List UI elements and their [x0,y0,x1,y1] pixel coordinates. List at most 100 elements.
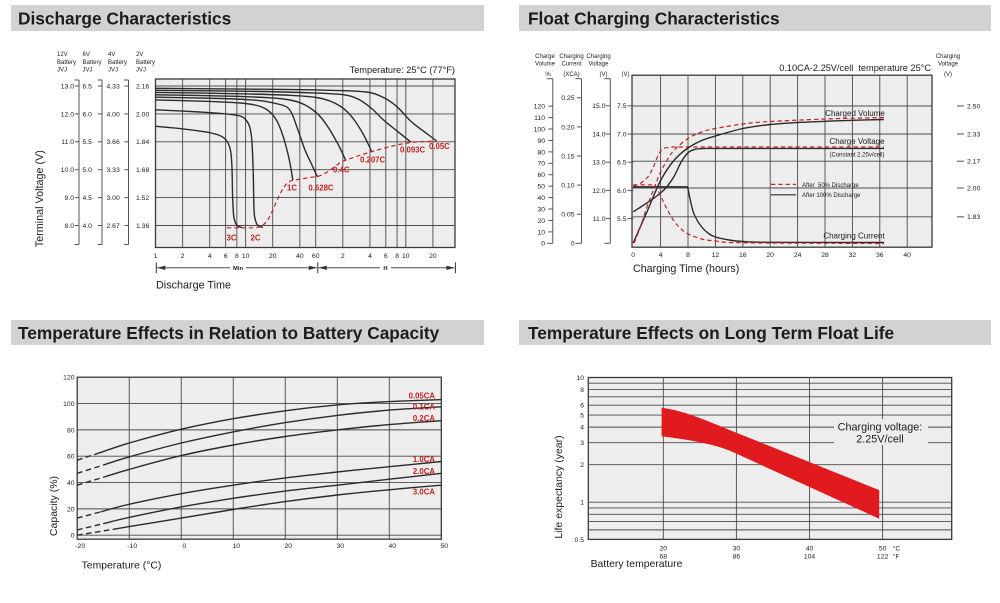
svg-text:0.10: 0.10 [561,183,574,190]
svg-text:122: 122 [877,553,889,560]
svg-text:3.33: 3.33 [107,167,120,174]
svg-text:Battery temperature: Battery temperature [591,559,683,570]
svg-text:1.0CA: 1.0CA [413,455,435,464]
svg-text:40: 40 [903,252,911,259]
svg-text:Charge Voltage: Charge Voltage [829,137,885,146]
svg-text:90: 90 [537,138,545,145]
svg-text:4V: 4V [108,52,115,58]
svg-text:0.5: 0.5 [575,537,585,544]
svg-text:1.52: 1.52 [136,195,149,202]
svg-text:28: 28 [821,252,829,259]
svg-text:120: 120 [534,104,546,111]
svg-text:2: 2 [341,253,345,260]
svg-text:JVJ: JVJ [108,67,118,73]
svg-text:2.16: 2.16 [136,83,149,90]
svg-text:Temperature Effects on Long Te: Temperature Effects on Long Term Float L… [528,323,895,343]
svg-text:40: 40 [806,546,814,553]
svg-text:°F: °F [893,552,900,560]
svg-text:9.0: 9.0 [65,195,75,202]
svg-text:3: 3 [580,440,584,447]
svg-text:20: 20 [284,543,292,550]
svg-text:1: 1 [154,253,158,260]
svg-text:Charging: Charging [936,54,960,60]
svg-text:80: 80 [67,427,75,434]
svg-text:12.0: 12.0 [61,111,74,118]
svg-text:10: 10 [537,229,545,236]
svg-text:80: 80 [537,149,545,156]
svg-text:2.00: 2.00 [967,185,980,192]
svg-text:36: 36 [876,252,884,259]
svg-text:2: 2 [181,253,185,260]
svg-text:12.0: 12.0 [592,188,605,195]
svg-text:Charging Current: Charging Current [823,232,885,241]
svg-text:(V): (V) [600,72,608,78]
svg-text:7.5: 7.5 [617,103,627,110]
svg-text:0.15: 0.15 [561,153,574,160]
svg-text:3C: 3C [227,234,237,243]
svg-text:Current: Current [561,62,581,68]
svg-text:6.5: 6.5 [83,83,93,90]
svg-text:3.0CA: 3.0CA [413,487,435,496]
svg-text:1: 1 [580,500,584,507]
svg-text:30: 30 [336,543,344,550]
svg-text:Temperature: 25°C (77°F): Temperature: 25°C (77°F) [350,65,455,75]
svg-text:JVJ: JVJ [57,67,67,73]
svg-text:6: 6 [384,253,388,260]
svg-text:40: 40 [537,195,545,202]
svg-text:2.25V/cell: 2.25V/cell [856,434,903,446]
svg-text:6: 6 [224,253,228,260]
svg-text:11.0: 11.0 [593,216,606,223]
svg-text:0.2CA: 0.2CA [413,414,435,423]
svg-text:110: 110 [534,115,545,122]
svg-text:6: 6 [580,403,584,410]
svg-text:2.67: 2.67 [107,223,120,230]
svg-text:100: 100 [63,401,75,408]
svg-text:60: 60 [537,172,545,179]
svg-text:1.84: 1.84 [136,139,149,146]
svg-text:8: 8 [395,253,399,260]
svg-text:60: 60 [312,253,320,260]
svg-text:14.0: 14.0 [592,131,605,138]
svg-text:6V: 6V [83,52,90,58]
svg-text:5.5: 5.5 [617,216,627,223]
svg-text:12: 12 [712,252,720,259]
svg-text:Discharge Time: Discharge Time [156,280,231,292]
svg-text:3.66: 3.66 [107,139,120,146]
svg-text:20: 20 [429,253,437,260]
svg-text:Battery: Battery [108,60,127,66]
svg-text:30: 30 [537,206,545,213]
svg-text:5.0: 5.0 [83,167,93,174]
svg-text:After 100% Discharge: After 100% Discharge [802,193,861,199]
svg-text:4.00: 4.00 [107,111,120,118]
svg-text:20: 20 [269,253,277,260]
svg-text:0.25: 0.25 [561,95,574,102]
svg-text:0.093C: 0.093C [400,146,426,155]
svg-text:10.0: 10.0 [61,167,74,174]
svg-text:40: 40 [296,253,304,260]
svg-text:3.00: 3.00 [107,195,120,202]
svg-text:0.05C: 0.05C [429,142,450,151]
svg-text:68: 68 [660,553,668,560]
svg-text:40: 40 [67,480,75,487]
svg-text:20: 20 [537,218,545,225]
svg-text:120: 120 [63,375,75,382]
svg-text:16: 16 [739,252,747,259]
svg-text:Charge: Charge [535,54,555,60]
svg-text:30: 30 [733,546,741,553]
svg-text:50: 50 [537,184,545,191]
svg-text:4: 4 [580,425,584,432]
svg-text:0.628C: 0.628C [308,184,334,193]
svg-text:13.0: 13.0 [592,160,605,167]
svg-text:8: 8 [235,253,239,260]
svg-text:10: 10 [402,253,410,260]
svg-text:10: 10 [576,375,584,382]
svg-text:2.33: 2.33 [967,131,980,138]
svg-text:Terminal Voltage (V): Terminal Voltage (V) [34,150,46,247]
svg-text:4: 4 [368,253,372,260]
svg-text:0.4C: 0.4C [333,166,350,175]
svg-text:0: 0 [571,241,575,248]
svg-text:1.83: 1.83 [967,214,980,221]
svg-text:Battery: Battery [83,60,102,66]
svg-text:0: 0 [71,533,75,540]
svg-text:100: 100 [534,126,546,133]
